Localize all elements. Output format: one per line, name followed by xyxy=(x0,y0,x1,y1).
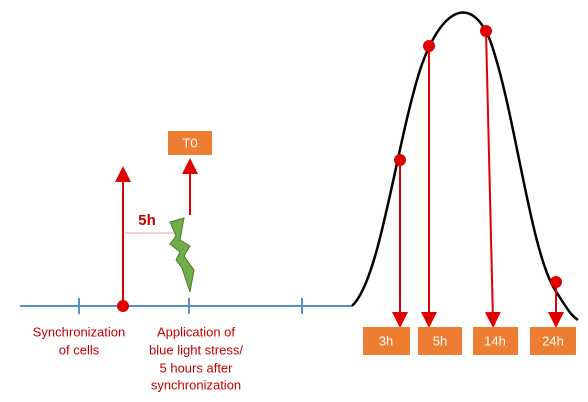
dot xyxy=(394,154,406,166)
lightning xyxy=(169,217,195,293)
start-label: Synchronization xyxy=(33,324,126,339)
stress-label: synchronization xyxy=(151,377,241,392)
dot xyxy=(423,40,435,52)
sample-label: 14h xyxy=(484,333,506,348)
sample-label: 24h xyxy=(542,333,564,348)
t0-box xyxy=(168,131,212,155)
dot xyxy=(550,276,562,288)
stress-label: 5 hours after xyxy=(160,360,234,375)
sample-box xyxy=(530,327,576,355)
stress-label: blue light stress/ xyxy=(149,342,243,357)
t0-label: T0 xyxy=(182,135,197,150)
samples: 3h 5h 14h 24h xyxy=(363,25,576,355)
dot xyxy=(117,300,129,312)
arrow xyxy=(484,30,501,328)
delay-label: 5h xyxy=(138,212,156,229)
curve xyxy=(351,11,579,322)
stress-label: Application of xyxy=(157,324,235,339)
sample-box xyxy=(418,327,462,355)
sample-label: 3h xyxy=(379,333,393,348)
dot xyxy=(480,25,492,37)
sample-label: 5h xyxy=(433,333,447,348)
sample-box xyxy=(473,327,518,355)
start-label: of cells xyxy=(59,342,100,357)
sample-box xyxy=(363,327,410,355)
